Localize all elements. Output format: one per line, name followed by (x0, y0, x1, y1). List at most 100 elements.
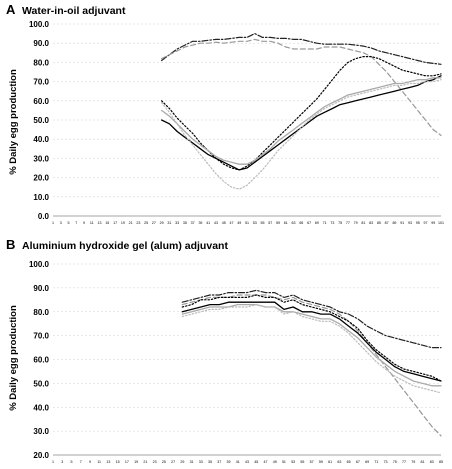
y-tick-label: 90.0 (33, 284, 49, 293)
x-tick-label: 7 (80, 460, 82, 464)
x-tick-label: 35 (183, 221, 187, 225)
x-tick-label: 19 (121, 221, 125, 225)
x-tick-label: 23 (136, 221, 140, 225)
x-tick-label: 65 (347, 460, 351, 464)
x-tick-label: 11 (90, 221, 94, 225)
x-tick-label: 1 (52, 221, 54, 225)
panel-a-x-tick-labels: 1 3 5 7 9 11 13 15 17 19 21 23 25 27 29 31 33 35 37 39 41 43 4… (52, 221, 444, 225)
series-line-4 (181, 301, 442, 382)
x-tick-label: 87 (385, 221, 389, 225)
x-tick-label: 67 (356, 460, 360, 464)
x-tick-label: 39 (198, 221, 202, 225)
x-tick-label: 1 (52, 460, 54, 464)
x-tick-label: 55 (261, 221, 265, 225)
x-tick-label: 21 (143, 460, 147, 464)
x-tick-label: 43 (245, 460, 249, 464)
x-tick-label: 5 (68, 221, 70, 225)
x-tick-label: 29 (180, 460, 184, 464)
x-tick-label: 59 (319, 460, 323, 464)
x-tick-label: 83 (430, 460, 434, 464)
x-tick-label: 37 (217, 460, 221, 464)
y-tick-label: 10.0 (33, 193, 49, 202)
panel-b-x-tick-labels: 1 3 5 7 9 11 13 15 17 19 21 23 25 27 29 31 33 35 37 39 41 43 4… (52, 460, 443, 464)
y-tick-label: 40.0 (33, 403, 49, 412)
x-tick-label: 15 (105, 221, 109, 225)
panel-b-title: Aluminium hydroxide gel (alum) adjuvant (22, 240, 228, 252)
x-tick-label: 69 (315, 221, 319, 225)
series-line-3 (161, 55, 442, 171)
x-tick-label: 13 (98, 221, 102, 225)
x-tick-label: 41 (206, 221, 210, 225)
panel-b-letter: B (6, 237, 15, 252)
panel-a-letter: A (6, 2, 16, 17)
x-tick-label: 79 (354, 221, 358, 225)
y-tick-label: 20.0 (33, 174, 49, 183)
x-tick-label: 17 (125, 460, 129, 464)
x-tick-label: 89 (392, 221, 396, 225)
x-tick-label: 15 (116, 460, 120, 464)
x-tick-label: 51 (245, 221, 249, 225)
series-line-5 (181, 303, 442, 387)
series-line-2 (161, 38, 442, 136)
x-tick-label: 13 (106, 460, 110, 464)
x-tick-label: 69 (365, 460, 369, 464)
series-line-3 (181, 294, 442, 382)
x-tick-label: 3 (60, 221, 62, 225)
x-tick-label: 47 (229, 221, 233, 225)
x-tick-label: 79 (411, 460, 415, 464)
x-tick-label: 21 (129, 221, 133, 225)
x-tick-label: 75 (393, 460, 397, 464)
x-tick-label: 73 (330, 221, 334, 225)
y-tick-label: 30.0 (33, 427, 49, 436)
panel-a-title: Water-in-oil adjuvant (22, 5, 126, 17)
x-tick-label: 93 (408, 221, 412, 225)
x-tick-label: 85 (377, 221, 381, 225)
x-tick-label: 49 (273, 460, 277, 464)
x-tick-label: 33 (199, 460, 203, 464)
x-tick-label: 19 (134, 460, 138, 464)
x-tick-label: 97 (423, 221, 427, 225)
y-tick-label: 50.0 (33, 116, 49, 125)
y-tick-label: 60.0 (33, 356, 49, 365)
y-tick-label: 60.0 (33, 97, 49, 106)
x-tick-label: 3 (61, 460, 63, 464)
x-tick-label: 5 (70, 460, 72, 464)
x-tick-label: 25 (162, 460, 166, 464)
panel-b-gridlines (53, 263, 441, 456)
x-tick-label: 33 (175, 221, 179, 225)
x-tick-label: 67 (307, 221, 311, 225)
x-tick-label: 31 (167, 221, 171, 225)
x-tick-label: 57 (268, 221, 272, 225)
x-tick-label: 59 (276, 221, 280, 225)
panel-b-y-tick-labels: 20.0 30.0 40.0 50.0 60.0 70.0 80.0 90.0 100.0 (29, 260, 50, 460)
y-tick-label: 100.0 (29, 20, 50, 29)
x-tick-label: 25 (144, 221, 148, 225)
panel-b-chart: B Aluminium hydroxide gel (alum) adjuvan… (6, 237, 443, 464)
panel-a-y-axis-label: % Daily egg production (8, 69, 19, 175)
x-tick-label: 71 (323, 221, 327, 225)
series-line-6 (181, 304, 442, 394)
x-tick-label: 81 (421, 460, 425, 464)
x-tick-label: 85 (439, 460, 443, 464)
series-line-1 (181, 289, 442, 349)
x-tick-label: 27 (152, 221, 156, 225)
x-tick-label: 51 (282, 460, 286, 464)
y-tick-label: 80.0 (33, 58, 49, 67)
x-tick-label: 63 (337, 460, 341, 464)
x-tick-label: 31 (190, 460, 194, 464)
x-tick-label: 39 (227, 460, 231, 464)
panel-a-y-tick-labels: 0.0 10.0 20.0 30.0 40.0 50.0 60.0 70.0 80.0 90.0 1… (29, 20, 50, 221)
series-line-6 (161, 79, 442, 190)
x-tick-label: 35 (208, 460, 212, 464)
x-tick-label: 101 (438, 221, 444, 225)
x-tick-label: 71 (374, 460, 378, 464)
y-tick-label: 40.0 (33, 135, 49, 144)
x-tick-label: 77 (346, 221, 350, 225)
series-line-1 (161, 32, 442, 65)
y-tick-label: 30.0 (33, 154, 49, 163)
x-tick-label: 83 (369, 221, 373, 225)
y-tick-label: 50.0 (33, 379, 49, 388)
y-tick-label: 70.0 (33, 78, 49, 87)
series-line-4 (160, 75, 442, 171)
series-line-5 (160, 77, 442, 165)
